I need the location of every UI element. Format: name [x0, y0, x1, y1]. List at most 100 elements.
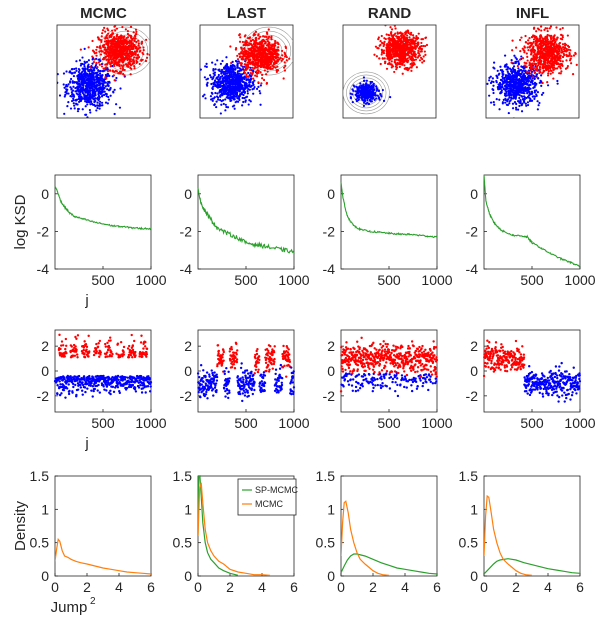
blue-sample-point — [96, 101, 99, 104]
blue-sample-point — [366, 98, 369, 102]
blue-sample-point — [491, 87, 494, 91]
red-sample-point — [511, 39, 514, 42]
red-sample-point — [101, 50, 104, 53]
blue-sample-point — [357, 98, 360, 101]
red-sample-point — [93, 58, 96, 61]
blue-sample-point — [516, 82, 519, 85]
red-sample-point — [393, 33, 396, 36]
red-sample-point — [283, 69, 287, 72]
red-sample-point — [115, 63, 119, 66]
blue-sample-point — [78, 84, 81, 88]
red-sample-point — [148, 53, 150, 56]
red-sample-point — [130, 42, 133, 45]
red-sample-point — [397, 58, 400, 62]
red-sample-point — [141, 51, 144, 54]
red-sample-point — [120, 37, 123, 40]
blue-sample-point — [99, 74, 102, 77]
blue-sample-point — [504, 84, 507, 87]
red-sample-point — [135, 40, 138, 44]
blue-sample-point — [512, 94, 516, 97]
density-panel-rand — [340, 475, 438, 577]
red-sample-point — [561, 26, 564, 30]
red-sample-point — [140, 42, 143, 45]
blue-sample-point — [509, 99, 512, 102]
blue-sample-point — [258, 89, 261, 93]
red-sample-point — [255, 75, 259, 78]
blue-sample-point — [69, 107, 73, 110]
red-sample-point — [127, 25, 129, 26]
red-sample-point — [119, 44, 122, 47]
blue-sample-point — [212, 75, 215, 78]
red-sample-point — [283, 66, 286, 69]
blue-sample-point — [87, 63, 90, 66]
red-sample-point — [132, 58, 135, 61]
red-sample-point — [254, 74, 257, 77]
blue-sample-point — [94, 97, 97, 100]
red-sample-point — [271, 64, 274, 67]
blue-sample-point — [527, 88, 531, 91]
red-sample-point — [531, 35, 534, 39]
red-sample-point — [122, 72, 125, 76]
blue-sample-point — [511, 77, 514, 80]
red-sample-point — [390, 28, 394, 31]
blue-sample-point — [533, 77, 536, 80]
blue-sample-point — [362, 101, 366, 104]
blue-sample-point — [76, 74, 79, 78]
blue-sample-point — [197, 97, 199, 99]
blue-sample-point — [503, 77, 506, 81]
blue-sample-point — [70, 87, 73, 90]
red-sample-point — [137, 42, 140, 45]
red-sample-point — [249, 42, 252, 46]
blue-sample-point — [505, 80, 508, 83]
blue-sample-point — [243, 87, 246, 90]
blue-sample-point — [225, 80, 228, 83]
red-sample-point — [268, 42, 271, 45]
red-sample-point — [284, 45, 287, 48]
red-sample-point — [92, 60, 96, 64]
blue-sample-point — [370, 97, 374, 100]
blue-sample-point — [83, 75, 86, 78]
red-sample-point — [238, 33, 241, 36]
blue-sample-point — [511, 67, 515, 70]
red-sample-point — [240, 63, 243, 66]
blue-sample-point — [520, 85, 523, 88]
blue-sample-point — [514, 61, 517, 65]
blue-sample-point — [370, 92, 373, 95]
blue-sample-point — [50, 71, 52, 73]
blue-sample-point — [371, 89, 374, 92]
red-sample-point — [411, 53, 414, 56]
blue-sample-point — [101, 91, 104, 94]
blue-sample-point — [69, 95, 72, 98]
red-sample-point — [268, 43, 271, 46]
blue-sample-point — [234, 88, 237, 92]
blue-sample-point — [72, 74, 76, 78]
blue-sample-point — [224, 103, 227, 106]
red-sample-point — [105, 39, 108, 43]
blue-sample-point — [370, 100, 373, 103]
red-sample-point — [258, 58, 261, 62]
blue-sample-point — [73, 71, 76, 74]
red-sample-point — [394, 40, 397, 43]
blue-sample-point — [533, 82, 537, 86]
blue-sample-point — [90, 76, 94, 80]
red-sample-point — [135, 59, 138, 62]
red-sample-point — [131, 38, 134, 41]
blue-sample-point — [375, 86, 378, 90]
blue-sample-point — [354, 90, 357, 93]
blue-sample-point — [529, 93, 532, 96]
red-sample-point — [535, 30, 538, 33]
red-sample-point — [412, 39, 415, 42]
red-sample-point — [106, 70, 110, 73]
red-sample-point — [254, 43, 257, 46]
blue-sample-point — [225, 56, 228, 59]
red-sample-point — [87, 46, 90, 49]
red-sample-point — [265, 38, 268, 41]
red-sample-point — [118, 63, 121, 66]
blue-sample-point — [221, 77, 224, 81]
blue-sample-point — [227, 74, 230, 78]
red-sample-point — [390, 57, 393, 60]
blue-sample-point — [83, 65, 86, 68]
blue-sample-point — [357, 94, 360, 98]
red-sample-point — [546, 27, 549, 30]
red-sample-point — [398, 44, 402, 47]
